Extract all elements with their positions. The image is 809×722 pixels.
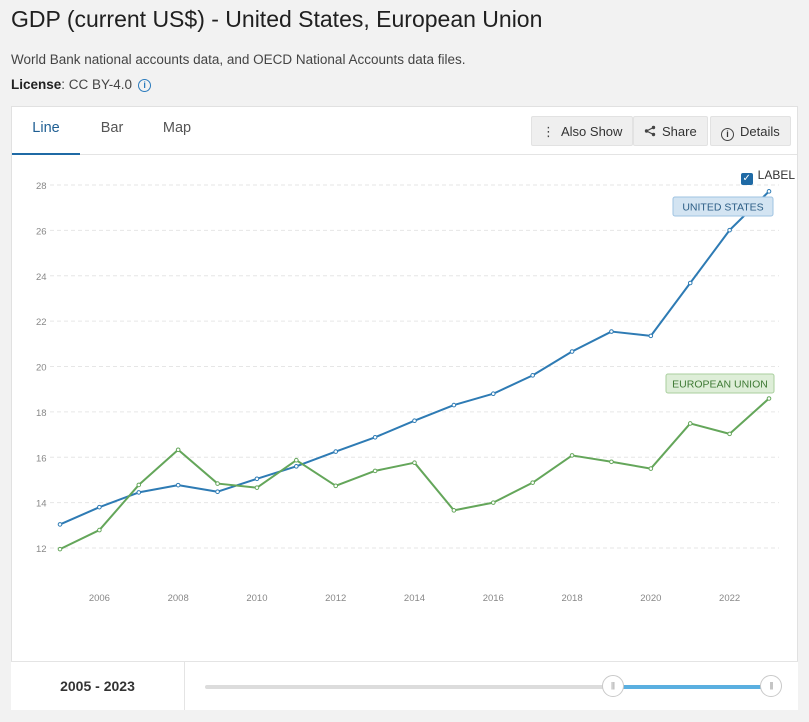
data-point-united-states-2005	[57, 522, 63, 527]
series-label-box-united-states	[672, 196, 774, 217]
x-tick-label-2014: 2014	[404, 593, 425, 604]
x-tick-label-2022: 2022	[719, 593, 740, 604]
share-icon	[644, 117, 656, 147]
share-button[interactable]: Share	[633, 116, 708, 146]
data-point-european-union-2005	[57, 546, 63, 552]
data-point-united-states-2020	[648, 333, 654, 339]
details-button[interactable]: i Details	[710, 116, 791, 146]
range-slider-track[interactable]	[205, 685, 771, 689]
data-point-united-states-2021	[687, 280, 693, 286]
details-label: Details	[740, 124, 780, 139]
vertical-dots-icon: ⋮	[542, 124, 555, 139]
data-point-united-states-2009	[215, 489, 220, 495]
data-point-european-union-2021	[687, 421, 693, 426]
share-label: Share	[662, 124, 697, 139]
series-label-box-european-union	[665, 373, 775, 394]
x-tick-label-2020: 2020	[640, 593, 661, 604]
data-point-european-union-2019	[609, 459, 614, 465]
x-tick-label-2010: 2010	[246, 593, 267, 604]
data-point-united-states-2006	[97, 504, 102, 510]
data-point-european-union-2012	[333, 483, 339, 489]
source-note: World Bank national accounts data, and O…	[11, 52, 466, 67]
y-tick-label-16: 16	[36, 453, 47, 464]
data-point-european-union-2017	[530, 480, 535, 485]
checkbox-checked-icon[interactable]: ✓	[740, 173, 753, 185]
data-point-united-states-2017	[530, 373, 535, 378]
license-value: : CC BY-4.0	[61, 77, 133, 92]
y-tick-label-26: 26	[36, 226, 47, 237]
license-line: License: CC BY-4.0 i	[11, 77, 152, 92]
x-tick-label-2008: 2008	[168, 593, 189, 604]
range-slider-start-handle[interactable]: |||	[601, 675, 624, 697]
data-point-united-states-2014	[412, 418, 417, 424]
data-point-european-union-2011	[294, 457, 299, 463]
data-point-united-states-2022	[727, 227, 732, 233]
data-point-united-states-2013	[372, 434, 378, 440]
range-separator: -	[91, 678, 104, 694]
range-slider-fill	[612, 685, 771, 689]
data-point-european-union-2013	[372, 468, 378, 474]
data-point-european-union-2020	[648, 466, 654, 471]
tab-line[interactable]: Line	[12, 107, 80, 155]
chart-panel: Line Bar Map ⋮ Also Show Share i Details	[11, 106, 798, 710]
data-point-european-union-2009	[215, 481, 220, 486]
y-tick-label-22: 22	[36, 317, 47, 328]
data-point-united-states-2016	[490, 391, 496, 397]
data-point-united-states-2010	[254, 476, 260, 482]
series-label-european-union: EUROPEAN UNION	[672, 379, 768, 391]
range-start: 2005	[60, 678, 92, 694]
x-tick-label-2016: 2016	[483, 593, 504, 604]
data-point-european-union-2018	[569, 453, 575, 458]
x-tick-label-2012: 2012	[325, 593, 346, 604]
y-tick-label-12: 12	[36, 544, 47, 555]
label-toggle[interactable]: ✓ LABEL	[740, 168, 795, 185]
range-end: 2023	[103, 678, 135, 694]
license-label: License	[11, 77, 62, 92]
x-tick-label-2018: 2018	[561, 593, 582, 604]
data-point-european-union-2006	[97, 527, 102, 533]
data-point-european-union-2007	[136, 482, 142, 488]
tab-bar-chart[interactable]: Bar	[100, 120, 124, 136]
data-point-european-union-2010	[254, 485, 260, 490]
info-circle-icon: i	[721, 128, 734, 141]
data-point-united-states-2008	[175, 482, 181, 488]
range-slider-end-handle[interactable]: |||	[760, 675, 782, 697]
also-show-label: Also Show	[561, 124, 623, 139]
y-tick-label-24: 24	[36, 272, 47, 283]
data-point-united-states-2019	[609, 329, 614, 334]
y-tick-label-28: 28	[36, 181, 47, 192]
data-point-european-union-2016	[490, 500, 496, 505]
tab-map[interactable]: Map	[162, 120, 192, 136]
year-range: 2005 - 2023	[11, 662, 185, 710]
data-point-united-states-2011	[294, 464, 299, 469]
range-footer: 2005 - 2023 ||| |||	[11, 661, 798, 710]
data-point-european-union-2008	[175, 447, 181, 453]
data-point-european-union-2015	[451, 508, 457, 513]
data-point-united-states-2007	[136, 490, 142, 495]
data-point-united-states-2012	[333, 449, 339, 454]
y-tick-label-18: 18	[36, 408, 47, 419]
data-point-united-states-2023	[766, 189, 772, 194]
data-point-european-union-2022	[727, 431, 732, 437]
tab-bar: Line Bar Map ⋮ Also Show Share i Details	[12, 107, 797, 155]
y-tick-label-14: 14	[36, 499, 47, 510]
data-point-united-states-2018	[569, 349, 575, 354]
also-show-button[interactable]: ⋮ Also Show	[531, 116, 634, 146]
series-line-united-states	[59, 190, 770, 526]
x-tick-label-2006: 2006	[89, 593, 110, 604]
y-tick-label-20: 20	[36, 363, 47, 374]
series-label-united-states: UNITED STATES	[682, 202, 763, 214]
info-icon[interactable]: i	[138, 79, 152, 92]
data-point-european-union-2023	[766, 396, 772, 401]
data-point-european-union-2014	[412, 460, 417, 465]
label-toggle-text: LABEL	[757, 168, 795, 182]
data-point-united-states-2015	[451, 402, 457, 408]
page-title: GDP (current US$) - United States, Europ…	[11, 6, 543, 32]
